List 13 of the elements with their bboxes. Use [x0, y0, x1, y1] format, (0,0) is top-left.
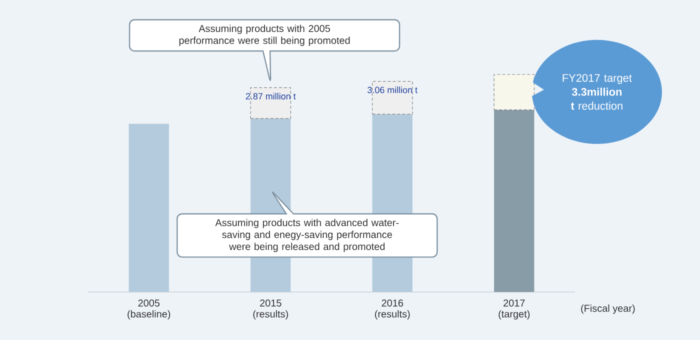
annotation: Assuming products with advanced water-saving and enegy-saving performance were being released and promoted	[215, 218, 399, 252]
bar	[494, 110, 534, 292]
bar	[494, 74, 535, 110]
data-label: 2.87 million t	[246, 92, 296, 100]
annotation: FY2017 target 3.3million t reduction	[562, 74, 632, 110]
bar	[128, 124, 169, 292]
x-tick-label: 2017 (target)	[498, 300, 530, 320]
data-label: 3.06 million t	[368, 86, 418, 94]
x-axis-title: (Fiscal year)	[581, 304, 635, 314]
x-tick-label: 2005 (baseline)	[128, 300, 170, 320]
x-tick-label: 2016 (results)	[375, 300, 410, 320]
text: Assuming products with 2005 performance were still being promoted	[179, 24, 350, 46]
x-tick-label: 2015 (results)	[253, 300, 288, 320]
